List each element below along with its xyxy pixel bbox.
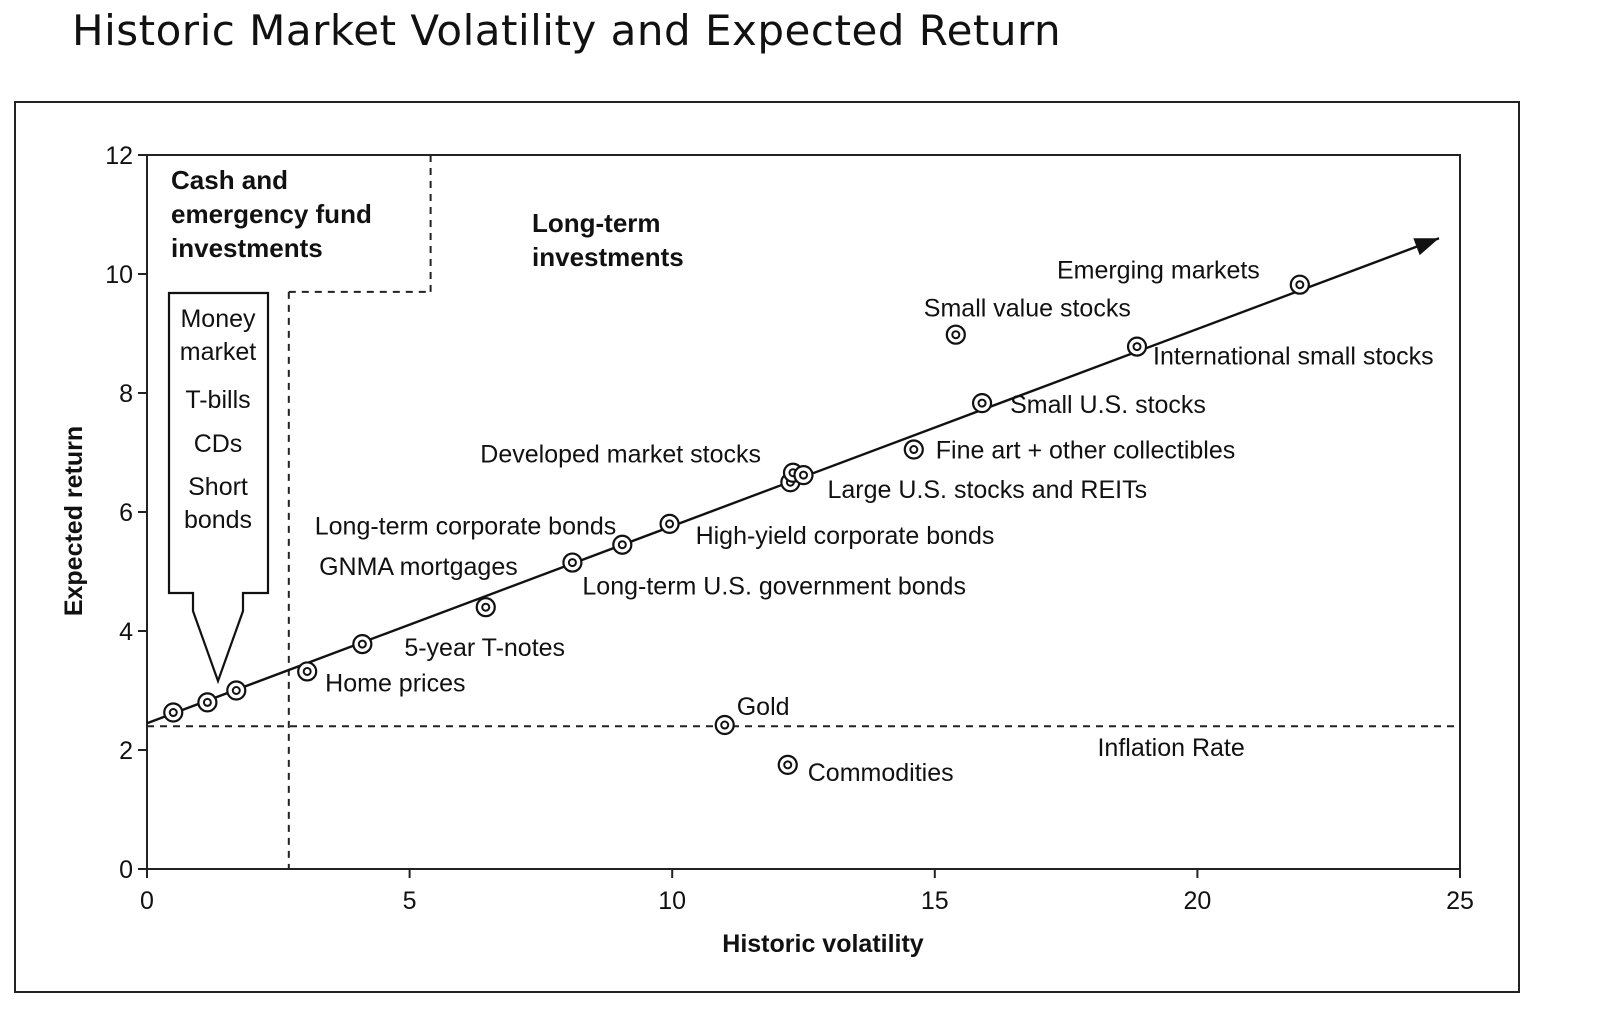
y-tick-label: 10 [105,261,133,289]
cash-box-item: T-bills [185,386,250,414]
data-point-center [783,760,793,770]
cash-box-item: Short [188,473,248,501]
cash-region-label: Cash and [171,165,288,195]
data-point-center [909,445,919,455]
x-tick-label: 10 [658,887,686,915]
data-point-label: Long-term U.S. government bonds [582,573,966,601]
data-point-center [231,686,241,695]
data-point-center [302,666,312,676]
points-layer [163,274,1310,775]
data-point-center [202,697,212,707]
data-point-center [357,639,367,649]
cash-box-item: Money [180,305,256,333]
y-tick-label: 0 [119,856,133,884]
long-term-region-label: Long-term [532,208,661,238]
x-tick-label: 25 [1446,887,1474,915]
y-tick-label: 4 [119,618,133,646]
page-title: Historic Market Volatility and Expected … [72,6,1062,55]
data-point-label: Commodities [808,759,954,787]
y-tick-label: 8 [119,380,133,408]
cash-box-item: market [180,338,256,366]
labels-layer: Inflation Rate Cash and emergency fund inve… [171,165,1434,787]
data-point-center [567,558,577,568]
data-point-center [617,540,627,550]
axes-layer: 0 5 10 15 20 25 0 2 4 6 8 10 12 [105,142,1474,915]
data-point-label: Fine art + other collectibles [936,437,1235,465]
data-point-label: Small U.S. stocks [1010,391,1206,419]
y-axis-label: Expected return [60,426,88,616]
data-point-label: Small value stocks [924,295,1131,323]
data-point-center [481,602,491,612]
data-point-label: Large U.S. stocks and REITs [828,476,1148,504]
data-point-center [720,720,730,730]
data-point-center [977,398,987,408]
cash-region-label: emergency fund [171,199,372,229]
data-point-label: Emerging markets [1057,257,1260,285]
data-point-label: International small stocks [1153,343,1434,371]
cash-box-arrow [167,291,270,685]
x-tick-label: 20 [1183,887,1211,915]
data-point-label: GNMA mortgages [319,553,518,581]
long-term-region-label: investments [532,242,684,272]
data-point-center [665,519,675,529]
cash-region-label: investments [171,233,323,263]
y-tick-label: 2 [119,737,133,765]
cash-box-item: bonds [184,506,252,534]
y-tick-label: 12 [105,142,133,170]
data-point-center [951,330,961,340]
x-axis-label: Historic volatility [722,930,924,958]
data-point-label: Home prices [325,669,465,697]
data-point-center [1295,280,1305,290]
y-tick-label: 6 [119,499,133,527]
data-point-center [168,708,178,718]
data-point-label: Gold [737,693,790,721]
chart-frame: 0 5 10 15 20 25 0 2 4 6 8 10 12 Inflation Rate Cash a… [14,101,1520,993]
data-point-label: Long-term corporate bonds [315,513,617,541]
scatter-chart: 0 5 10 15 20 25 0 2 4 6 8 10 12 Inflation Rate Cash a… [60,142,1474,958]
x-tick-label: 0 [140,887,154,915]
data-point-center [799,470,808,480]
data-point-center [1132,342,1142,352]
data-point-label: 5-year T-notes [404,634,565,662]
data-point-label: Developed market stocks [480,441,761,469]
inflation-rate-label: Inflation Rate [1097,734,1244,762]
x-tick-label: 15 [921,887,949,915]
cash-box-item: CDs [194,430,243,458]
trend-arrow-head [1413,238,1439,256]
data-point-label: High-yield corporate bonds [696,522,995,550]
x-tick-label: 5 [403,887,417,915]
